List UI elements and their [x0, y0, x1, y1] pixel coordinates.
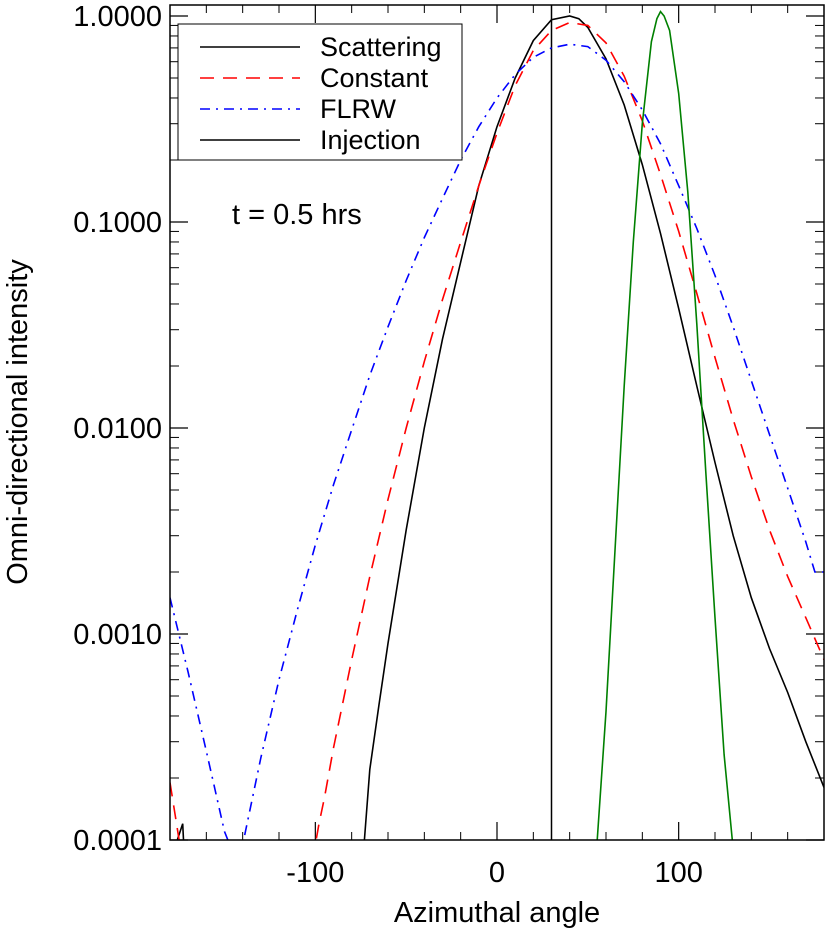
legend-label-injection: Injection — [320, 125, 421, 155]
tick-labels: -100 0 100 0.0001 0.0010 0.0100 0.1000 1.0000 — [73, 1, 703, 889]
series-line-flrw — [170, 43, 824, 840]
time-annotation: t = 0.5 hrs — [232, 199, 362, 231]
x-axis-label: Azimuthal angle — [394, 897, 600, 929]
x-tick-label: -100 — [286, 857, 344, 889]
y-tick-label: 0.0010 — [73, 619, 162, 651]
y-axis-label: Omni-directional intensity — [2, 259, 34, 585]
legend-label-scattering: Scattering — [320, 32, 442, 62]
y-tick-label: 1.0000 — [73, 1, 162, 33]
y-tick-label: 0.0001 — [73, 825, 162, 857]
legend-label-constant: Constant — [320, 63, 429, 93]
series-line-injection — [596, 10, 734, 840]
axis-ticks — [169, 5, 825, 841]
legend-label-flrw: FLRW — [320, 94, 397, 124]
y-tick-label: 0.0100 — [73, 413, 162, 445]
series-layer — [170, 5, 824, 840]
y-tick-label: 0.1000 — [73, 207, 162, 239]
series-line-scattering — [176, 15, 824, 840]
x-tick-label: 100 — [654, 857, 702, 889]
series-line-constant — [170, 21, 824, 840]
plot-frame — [169, 4, 825, 841]
x-tick-label: 0 — [489, 857, 505, 889]
